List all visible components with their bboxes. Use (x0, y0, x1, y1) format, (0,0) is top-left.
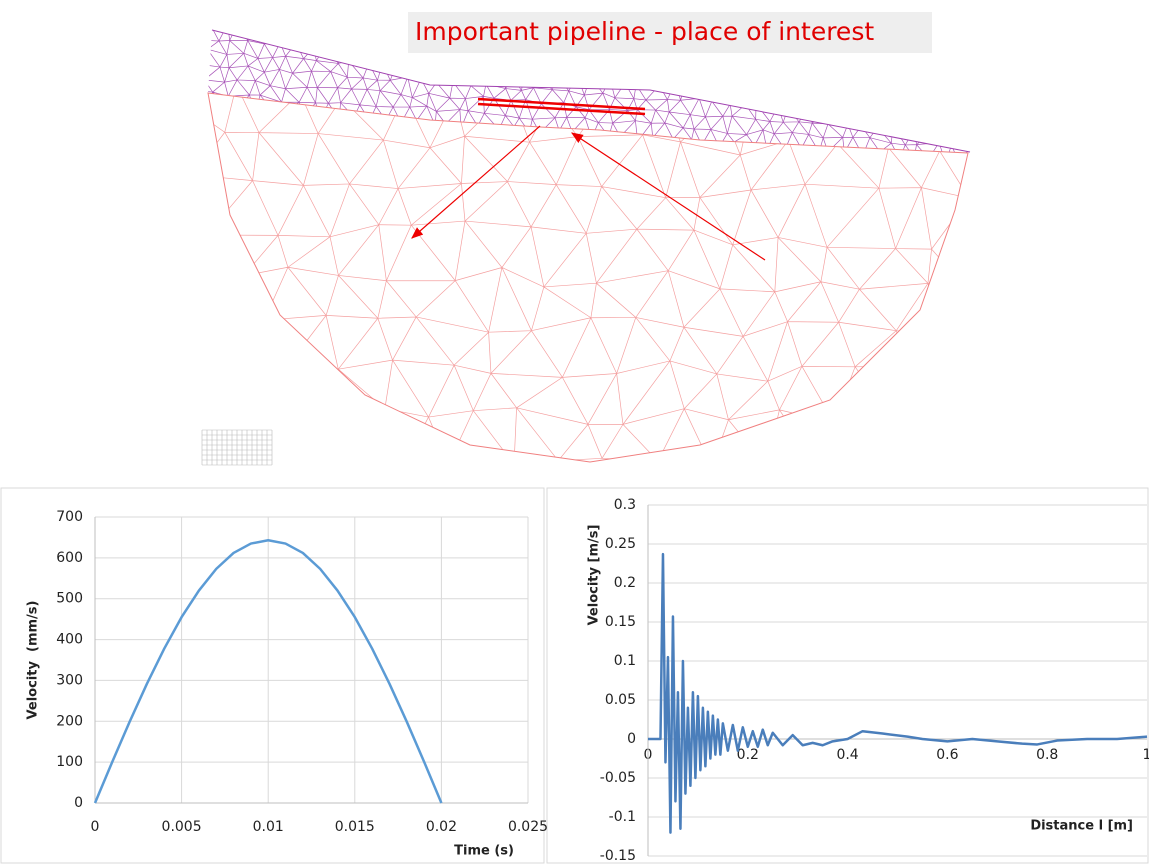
x-axis-title: Distance l [m] (1030, 819, 1133, 834)
x-tick-label: 0.4 (836, 747, 858, 763)
y-tick-label: 0.15 (605, 614, 636, 630)
x-tick-label: 0.01 (253, 819, 284, 835)
y-tick-label: -0.1 (609, 809, 636, 825)
mesh-edges (208, 93, 968, 462)
data-line (93, 539, 443, 804)
arrow (570, 132, 766, 261)
x-axis-title: Time (s) (454, 844, 514, 859)
label-box (408, 12, 932, 53)
x-tick-label: 0 (91, 819, 100, 835)
y-tick-label: 300 (56, 672, 83, 688)
y-tick-label: 500 (56, 591, 83, 607)
pipeline-label: Important pipeline - place of interest (415, 17, 874, 46)
y-tick-label: 0 (627, 731, 636, 747)
y-tick-label: 0.3 (614, 497, 636, 513)
y-axis-title: Velocity [m/s] (587, 525, 602, 626)
y-tick-label: 200 (56, 713, 83, 729)
grid-icon (201, 429, 273, 466)
y-tick-label: 400 (56, 632, 83, 648)
arrow (411, 125, 541, 239)
grid-icon-lines (201, 429, 273, 466)
y-tick-label: -0.05 (600, 770, 636, 786)
y-tick-label: 0 (74, 795, 83, 811)
y-tick-label: 100 (56, 754, 83, 770)
mesh-soil (208, 93, 968, 462)
chart-frame (546, 487, 1149, 864)
x-tick-label: 0.025 (508, 819, 548, 835)
y-tick-label: 600 (56, 550, 83, 566)
y-tick-label: -0.15 (600, 848, 636, 864)
x-tick-label: 0.015 (335, 819, 375, 835)
y-tick-label: 0.1 (614, 653, 636, 669)
surface-outline (211, 29, 971, 153)
y-tick-label: 0.05 (605, 692, 636, 708)
data-line (648, 552, 1148, 834)
y-tick-label: 0.25 (605, 536, 636, 552)
y-tick-label: 0.2 (614, 575, 636, 591)
pipeline (477, 102, 646, 116)
x-tick-label: 0.005 (162, 819, 202, 835)
x-tick-label: 0.02 (426, 819, 457, 835)
y-tick-label: 700 (56, 509, 83, 525)
x-tick-label: 0.2 (737, 747, 759, 763)
x-tick-label: 1 (1143, 747, 1149, 763)
y-axis-title: Velocity (mm/s) (26, 601, 41, 720)
pipeline (477, 97, 646, 111)
chart-frame (0, 487, 545, 864)
x-tick-label: 0.8 (1036, 747, 1058, 763)
x-tick-label: 0.6 (936, 747, 958, 763)
mesh-outline (207, 92, 969, 463)
